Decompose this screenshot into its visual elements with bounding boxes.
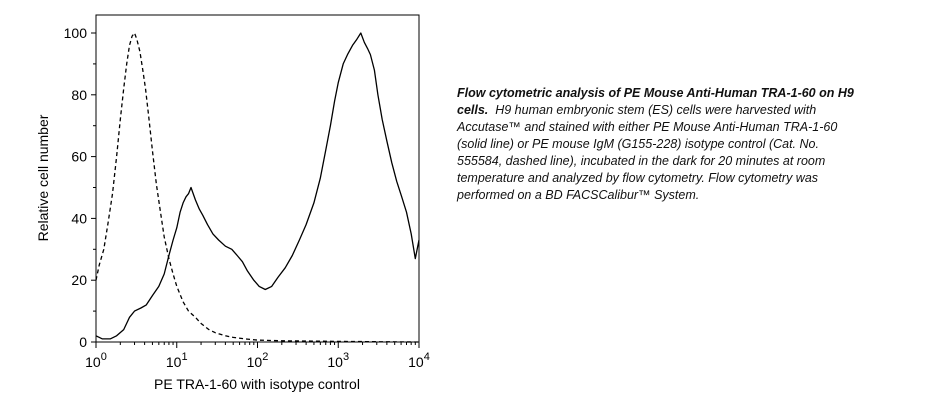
- x-tick-label: 100: [85, 351, 107, 370]
- y-tick-label: 40: [71, 210, 87, 226]
- x-tick-exponent: 4: [424, 351, 430, 363]
- x-tick-base: 10: [85, 354, 101, 370]
- x-tick-exponent: 3: [343, 351, 349, 363]
- y-tick-label: 100: [64, 25, 88, 41]
- x-tick-label: 101: [166, 351, 188, 370]
- tra-1-60-line: [95, 32, 420, 340]
- x-tick-label: 103: [327, 351, 349, 370]
- figure-caption: Flow cytometric analysis of PE Mouse Ant…: [457, 85, 857, 204]
- y-tick-label: 20: [71, 272, 87, 288]
- x-axis: 100 101 102 103 104: [85, 342, 430, 370]
- caption-body: H9 human embryonic stem (ES) cells were …: [457, 103, 838, 202]
- x-tick-exponent: 0: [101, 351, 107, 363]
- x-tick-label: 104: [408, 351, 430, 370]
- y-tick-label: 0: [79, 334, 87, 350]
- x-tick-label: 102: [247, 351, 269, 370]
- plot-frame: [95, 14, 420, 343]
- x-tick-exponent: 2: [262, 351, 268, 363]
- x-tick-base: 10: [408, 354, 424, 370]
- series-layer: [95, 32, 420, 343]
- x-axis-title: PE TRA-1-60 with isotype control: [154, 376, 360, 392]
- isotype-control-line: [95, 32, 420, 343]
- caption-bold-title: Flow cytometric analysis of PE Mouse Ant…: [457, 86, 854, 117]
- y-axis: 0 20 40 60 80 100: [64, 25, 96, 350]
- y-axis-title: Relative cell number: [35, 114, 51, 241]
- x-tick-exponent: 1: [181, 351, 187, 363]
- y-tick-label: 60: [71, 149, 87, 165]
- x-tick-base: 10: [166, 354, 182, 370]
- x-tick-base: 10: [247, 354, 263, 370]
- x-tick-base: 10: [327, 354, 343, 370]
- y-tick-label: 80: [71, 87, 87, 103]
